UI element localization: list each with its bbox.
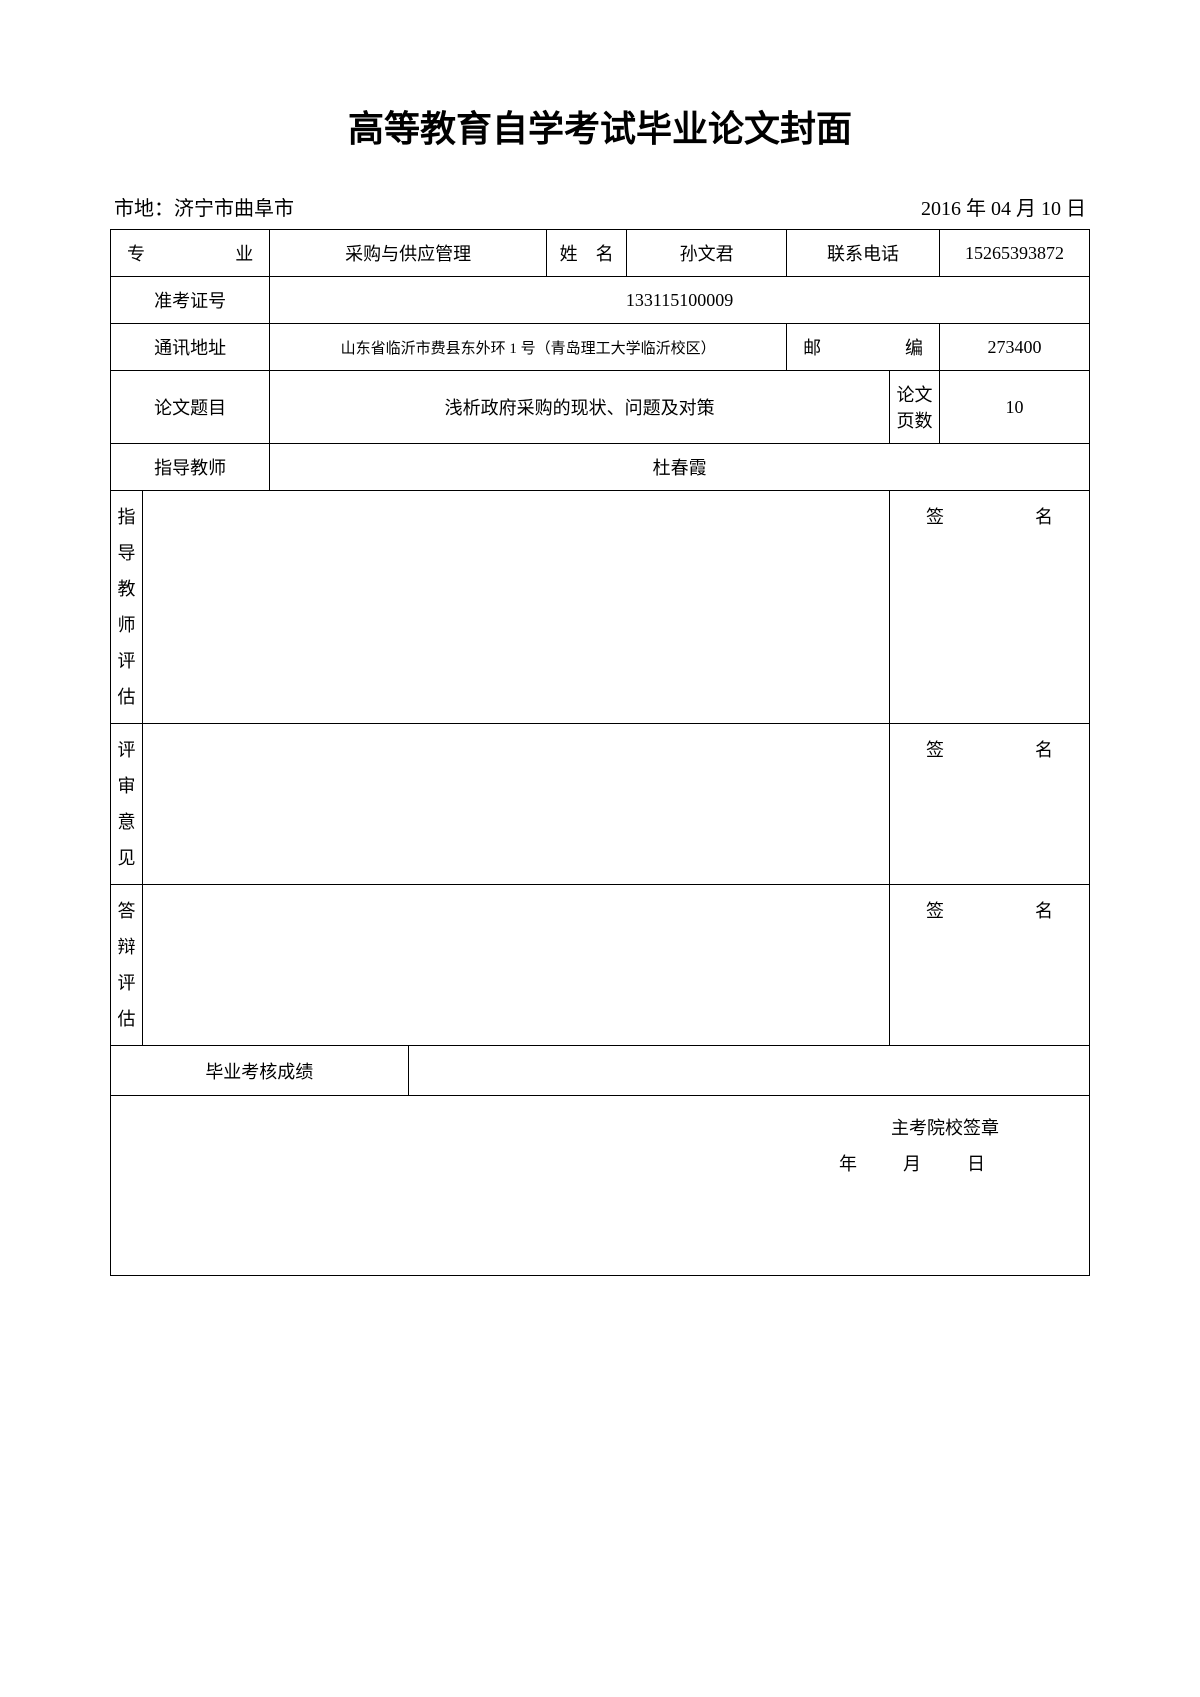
review-opinion-label: 评审意见 — [111, 724, 143, 885]
advisor-eval-label: 指导教师评估 — [111, 491, 143, 724]
city-info: 市地：济宁市曲阜市 — [114, 192, 294, 221]
document-title: 高等教育自学考试毕业论文封面 — [110, 100, 1090, 152]
postcode-value: 273400 — [940, 324, 1090, 371]
pages-label: 论文页数 — [890, 371, 940, 444]
major-value: 采购与供应管理 — [270, 230, 547, 277]
address-value: 山东省临沂市费县东外环 1 号（青岛理工大学临沂校区） — [270, 324, 787, 371]
grade-label: 毕业考核成绩 — [111, 1046, 409, 1096]
major-label: 专 业 — [111, 230, 270, 277]
advisor-eval-content — [143, 491, 890, 724]
advisor-label: 指导教师 — [111, 444, 270, 491]
phone-label: 联系电话 — [787, 230, 940, 277]
stamp-label: 主考院校签章 — [117, 1110, 999, 1146]
pages-value: 10 — [940, 371, 1090, 444]
address-label: 通讯地址 — [111, 324, 270, 371]
exam-no-label: 准考证号 — [111, 277, 270, 324]
name-label: 姓 名 — [547, 230, 627, 277]
form-table: 专 业 采购与供应管理 姓 名 孙文君 联系电话 15265393872 准考证… — [110, 229, 1090, 1276]
advisor-signature: 签 名 — [890, 491, 1090, 724]
header-date: 2016 年 04 月 10 日 — [921, 192, 1086, 221]
stamp-date: 年 月 日 — [117, 1146, 999, 1182]
defense-signature: 签 名 — [890, 885, 1090, 1046]
stamp-area: 主考院校签章 年 月 日 — [111, 1096, 1090, 1276]
header-row: 市地：济宁市曲阜市 2016 年 04 月 10 日 — [110, 192, 1090, 221]
grade-value — [408, 1046, 1089, 1096]
defense-eval-content — [143, 885, 890, 1046]
phone-value: 15265393872 — [940, 230, 1090, 277]
review-signature: 签 名 — [890, 724, 1090, 885]
defense-eval-label: 答辩评估 — [111, 885, 143, 1046]
thesis-title-value: 浅析政府采购的现状、问题及对策 — [270, 371, 890, 444]
advisor-value: 杜春霞 — [270, 444, 1090, 491]
city-value: 济宁市曲阜市 — [174, 198, 294, 220]
name-value: 孙文君 — [627, 230, 787, 277]
postcode-label: 邮 编 — [787, 324, 940, 371]
exam-no-value: 133115100009 — [270, 277, 1090, 324]
city-label: 市地： — [114, 198, 174, 220]
thesis-title-label: 论文题目 — [111, 371, 270, 444]
review-opinion-content — [143, 724, 890, 885]
